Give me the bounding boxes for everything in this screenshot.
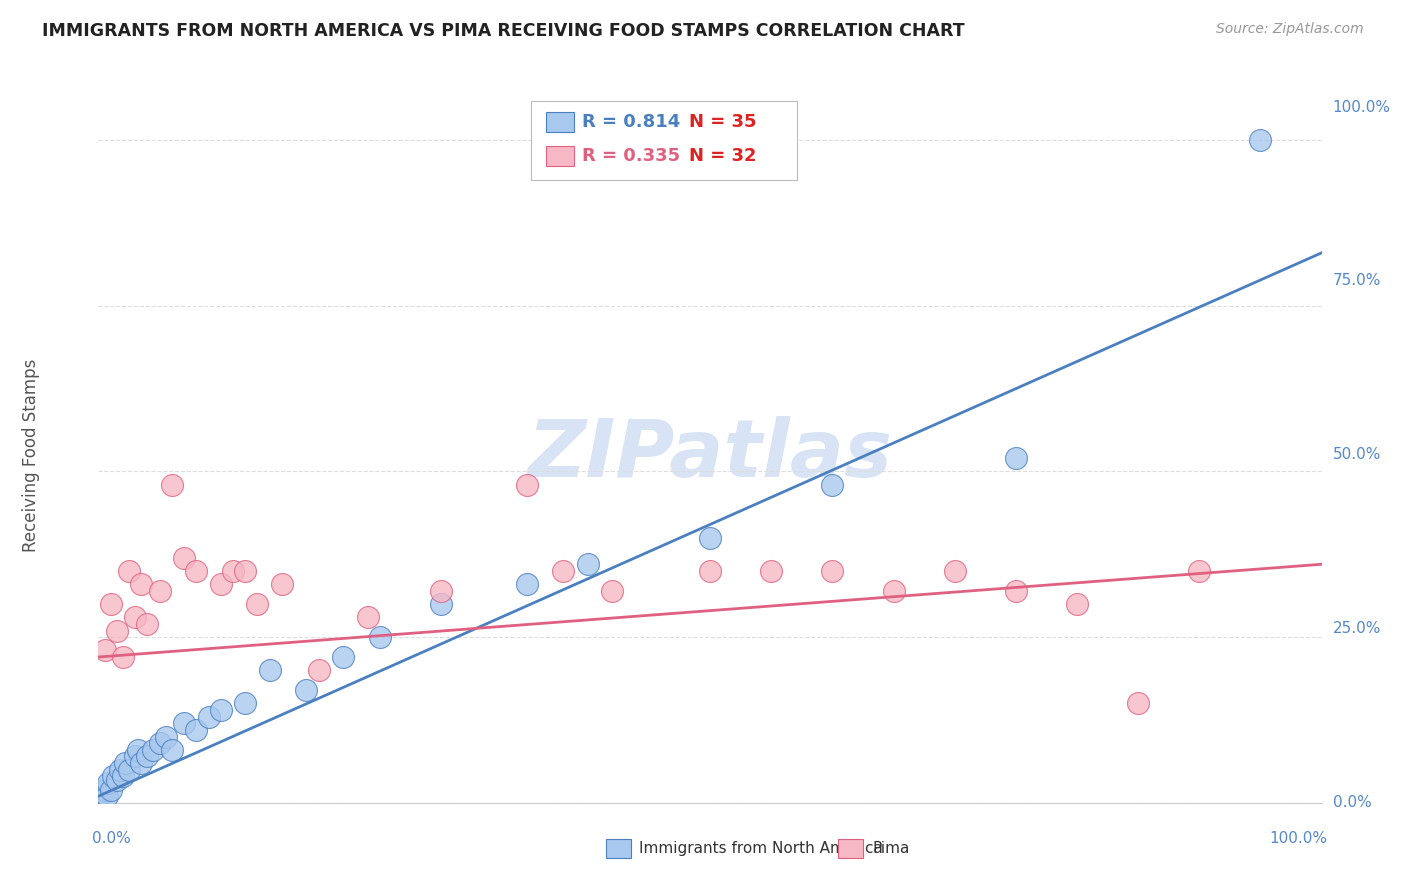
Point: [129, 756, 152, 770]
Point: [96, 789, 118, 804]
Point: [136, 749, 159, 764]
Point: [1066, 597, 1088, 611]
Point: [114, 756, 136, 770]
Point: [101, 769, 124, 783]
Point: [129, 577, 152, 591]
Point: [1188, 564, 1211, 578]
Point: [430, 597, 453, 611]
Text: N = 32: N = 32: [689, 147, 756, 165]
Text: 25.0%: 25.0%: [1333, 622, 1381, 636]
Point: [209, 703, 232, 717]
Point: [93, 782, 115, 797]
Point: [308, 663, 330, 677]
Point: [270, 577, 294, 591]
Text: N = 35: N = 35: [689, 113, 756, 131]
Point: [430, 583, 453, 598]
Point: [368, 630, 391, 644]
Point: [93, 643, 115, 657]
Point: [246, 597, 269, 611]
Point: [105, 772, 128, 787]
Point: [124, 610, 146, 624]
Text: Source: ZipAtlas.com: Source: ZipAtlas.com: [1216, 22, 1364, 37]
Text: 0.0%: 0.0%: [1333, 796, 1371, 810]
Point: [110, 763, 132, 777]
Point: [142, 743, 165, 757]
Point: [943, 564, 966, 578]
Point: [259, 663, 281, 677]
Point: [516, 477, 538, 491]
FancyBboxPatch shape: [838, 839, 863, 858]
Text: Pima: Pima: [873, 840, 910, 855]
Point: [197, 709, 219, 723]
Point: [356, 610, 378, 624]
Text: 100.0%: 100.0%: [1333, 100, 1391, 114]
Point: [118, 564, 141, 578]
Point: [149, 736, 172, 750]
Text: ZIPatlas: ZIPatlas: [527, 416, 893, 494]
Text: 50.0%: 50.0%: [1333, 448, 1381, 462]
Point: [576, 558, 599, 572]
Point: [233, 697, 256, 711]
Point: [222, 564, 245, 578]
Point: [821, 477, 844, 491]
Point: [97, 776, 120, 790]
Point: [209, 577, 232, 591]
Point: [124, 749, 146, 764]
Point: [699, 531, 721, 545]
Point: [1004, 583, 1026, 598]
Point: [883, 583, 905, 598]
Point: [295, 683, 318, 698]
Point: [91, 786, 114, 800]
Text: Receiving Food Stamps: Receiving Food Stamps: [22, 359, 41, 551]
Point: [155, 730, 177, 744]
Point: [111, 650, 134, 665]
FancyBboxPatch shape: [606, 839, 630, 858]
Point: [100, 597, 122, 611]
Point: [1004, 451, 1026, 466]
Point: [111, 769, 134, 783]
Point: [136, 616, 159, 631]
Point: [127, 743, 149, 757]
Point: [332, 650, 354, 665]
Point: [761, 564, 783, 578]
Point: [1128, 697, 1150, 711]
Text: IMMIGRANTS FROM NORTH AMERICA VS PIMA RECEIVING FOOD STAMPS CORRELATION CHART: IMMIGRANTS FROM NORTH AMERICA VS PIMA RE…: [42, 22, 965, 40]
Text: 0.0%: 0.0%: [93, 830, 131, 846]
Point: [553, 564, 575, 578]
Point: [160, 743, 183, 757]
Point: [105, 624, 128, 638]
Point: [160, 477, 183, 491]
Text: R = 0.335: R = 0.335: [582, 147, 681, 165]
Text: R = 0.814: R = 0.814: [582, 113, 681, 131]
Point: [186, 564, 208, 578]
Point: [699, 564, 721, 578]
Text: Immigrants from North America: Immigrants from North America: [640, 840, 883, 855]
Point: [186, 723, 208, 737]
Point: [1250, 133, 1272, 147]
Point: [600, 583, 623, 598]
Point: [149, 583, 172, 598]
Text: 100.0%: 100.0%: [1270, 830, 1327, 846]
Point: [821, 564, 844, 578]
Point: [100, 782, 122, 797]
Point: [233, 564, 256, 578]
Text: 75.0%: 75.0%: [1333, 274, 1381, 288]
Point: [173, 550, 195, 565]
Point: [516, 577, 538, 591]
Point: [118, 763, 141, 777]
Point: [173, 716, 195, 731]
